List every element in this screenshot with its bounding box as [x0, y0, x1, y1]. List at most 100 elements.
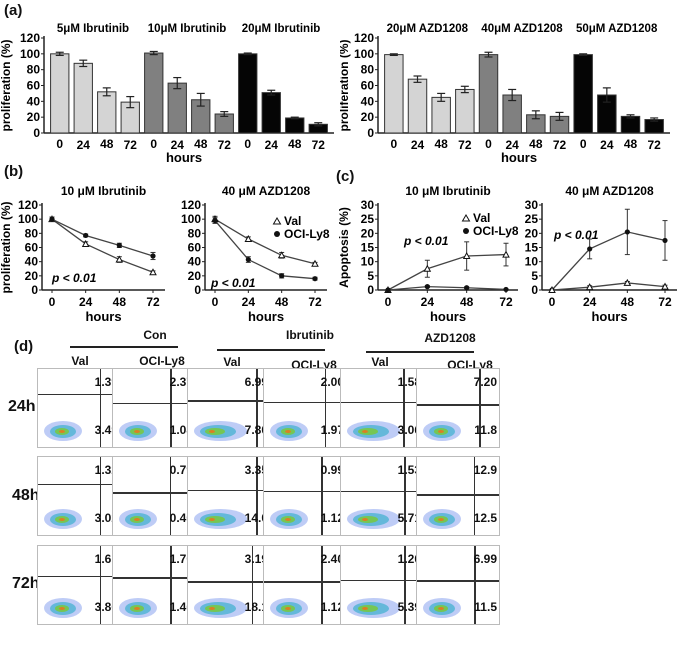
y-tick-label: 120: [20, 31, 40, 45]
data-point-circle: [212, 217, 218, 224]
legend-label-val: Val: [284, 214, 301, 228]
y-tick-label: 20: [361, 226, 375, 240]
legend-marker-circle: [274, 231, 280, 237]
lower-right-percentage: 11.8: [474, 423, 497, 437]
group-title: 40μM AZD1208: [481, 23, 563, 35]
y-tick-label: 60: [27, 79, 41, 93]
x-tick-label: 48: [194, 137, 208, 151]
bar: [620, 115, 641, 134]
group-title: 5μM Ibrutinib: [57, 23, 129, 35]
lower-right-percentage: 5.39: [397, 600, 421, 614]
p-value-annotation: p < 0.01: [553, 228, 599, 242]
x-tick-label: 72: [124, 138, 138, 152]
flow-plot: 12.9 12.5: [416, 456, 500, 536]
series-line-oci-ly8: [214, 220, 316, 280]
x-tick-label: 48: [100, 137, 114, 151]
bar: [407, 78, 428, 134]
panel-label-b: (b): [4, 163, 24, 180]
upper-right-percentage: 6.99: [473, 552, 497, 566]
flow-plot: 2.40 1.12: [263, 545, 347, 625]
upper-right-percentage: 0.99: [320, 463, 344, 477]
lower-right-percentage: 12.5: [473, 511, 497, 525]
data-point-circle: [587, 246, 593, 252]
x-tick-label: 48: [460, 295, 474, 309]
legend-marker-circle: [463, 228, 469, 234]
flow-plot: 3.35 14.0: [187, 456, 271, 536]
quadrant-gate-horizontal: [38, 393, 120, 396]
data-point-triangle: [81, 239, 90, 247]
quadrant-gate-vertical: [479, 369, 481, 447]
x-tick-label: 0: [485, 137, 492, 151]
x-tick-label: 72: [218, 138, 232, 152]
chart-title: 10 μM Ibrutinib: [61, 184, 146, 198]
y-tick-label: 20: [188, 269, 202, 283]
series-line-oci-ly8: [51, 218, 154, 257]
y-tick-label: 10: [361, 255, 375, 269]
upper-right-percentage: 7.20: [473, 375, 497, 389]
lower-right-percentage: 1.97: [320, 423, 344, 437]
lower-right-percentage: 11.5: [474, 600, 497, 614]
data-point-triangle: [502, 250, 510, 258]
y-tick-label: 40: [27, 94, 41, 108]
panel-label-c: (c): [336, 168, 355, 185]
p-value-annotation: p < 0.01: [210, 276, 256, 290]
quadrant-gate-horizontal: [417, 494, 499, 496]
density-cloud: [362, 430, 368, 433]
line-header-ibr-val: Val: [223, 355, 241, 369]
x-axis-label: hours: [430, 309, 466, 324]
data-point-triangle: [661, 282, 669, 290]
density-cloud: [59, 518, 65, 521]
x-tick-label: 24: [242, 295, 256, 309]
quadrant-gate-horizontal: [188, 581, 270, 583]
flow-plot: 7.20 11.8: [416, 368, 500, 448]
data-point-triangle: [115, 255, 124, 263]
y-tick-label: 25: [361, 212, 375, 226]
y-tick-label: 100: [354, 47, 374, 61]
chart-title: 10 μM Ibrutinib: [405, 184, 490, 198]
x-tick-label: 72: [308, 295, 322, 309]
y-tick-label: 0: [33, 126, 40, 140]
x-tick-label: 48: [288, 137, 302, 151]
y-tick-label: 100: [18, 212, 38, 226]
y-tick-label: 0: [531, 283, 538, 297]
chart-title: 40 μM AZD1208: [565, 184, 654, 198]
quadrant-gate-vertical: [404, 546, 406, 624]
x-tick-label: 0: [212, 295, 219, 309]
x-tick-label: 0: [244, 137, 251, 151]
treatment-underline-con: [70, 346, 178, 348]
y-tick-label: 20: [27, 110, 41, 124]
x-tick-label: 72: [647, 138, 661, 152]
quadrant-gate-horizontal: [264, 401, 346, 404]
legend-label-oci-ly8: OCI-Ly8: [473, 224, 518, 238]
upper-right-percentage: 1.58: [397, 375, 421, 389]
data-point-circle: [424, 284, 430, 290]
x-tick-label: 24: [265, 138, 279, 152]
quadrant-gate-horizontal: [341, 490, 423, 493]
legend-label-val: Val: [473, 211, 490, 225]
x-tick-label: 72: [553, 138, 567, 152]
x-tick-label: 72: [458, 138, 472, 152]
density-cloud: [438, 430, 444, 433]
treatment-underline-azd1208: [366, 351, 474, 353]
density-cloud: [438, 518, 444, 521]
flow-plot: 1.53 5.71: [340, 456, 424, 536]
flow-plot: 0.99 1.12: [263, 456, 347, 536]
y-tick-label: 5: [531, 269, 538, 283]
quadrant-gate-horizontal: [341, 401, 423, 404]
quadrant-gate-vertical: [99, 457, 101, 535]
flow-plot: 1.39 3.49: [37, 368, 121, 448]
data-point-circle: [464, 285, 470, 291]
line-header-con-val: Val: [71, 354, 89, 368]
flow-plot: 1.58 3.06: [340, 368, 424, 448]
quadrant-gate-vertical: [256, 369, 258, 447]
y-tick-label: 80: [361, 63, 375, 77]
lower-right-percentage: 1.12: [320, 511, 344, 525]
x-tick-label: 48: [434, 137, 448, 151]
flow-plot: 1.20 5.39: [340, 545, 424, 625]
group-title: 10μM Ibrutinib: [148, 23, 227, 35]
x-tick-label: 0: [390, 137, 397, 151]
series-line-oci-ly8: [551, 231, 666, 291]
data-point-triangle: [244, 234, 253, 242]
data-point-circle: [150, 253, 156, 259]
